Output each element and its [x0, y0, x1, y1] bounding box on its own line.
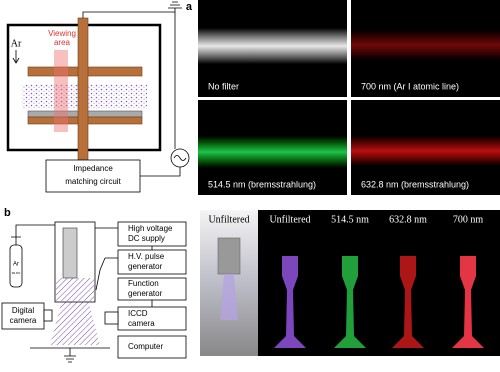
viewing-label: area: [54, 38, 71, 47]
camera-lens: [104, 311, 119, 325]
instrument-box: [117, 249, 187, 275]
nozzle: [217, 237, 241, 275]
instrument-label: camera: [128, 319, 155, 328]
instrument-label: generator: [128, 262, 163, 271]
ac-symbol: [173, 155, 187, 161]
circuit-label: Impedance: [73, 164, 113, 173]
panel-label: a: [186, 1, 193, 13]
photo-label: Unfiltered: [269, 214, 310, 225]
camera-label: Digital: [12, 306, 34, 315]
plume-photo: [220, 274, 238, 320]
plume-photo: [274, 256, 306, 348]
plume: [50, 300, 100, 345]
photo-label: 514.5 nm (bremsstrahlung): [208, 179, 316, 189]
instrument-label: Function: [128, 279, 159, 288]
plume-photo: [334, 256, 366, 348]
plume-photo: [392, 256, 424, 348]
instrument-label: High voltage: [128, 224, 173, 233]
glow: [198, 136, 347, 168]
rod: [77, 17, 89, 161]
gas-line: [11, 224, 65, 245]
camera-label: camera: [10, 316, 37, 325]
ground: [82, 1, 182, 18]
circuit-box: [45, 159, 141, 193]
purity-label: 99.9%: [12, 271, 21, 275]
glow: [351, 30, 500, 60]
photo-label: 514.5 nm: [331, 214, 369, 225]
tube-plasma: [56, 278, 94, 301]
electrode: [62, 227, 78, 279]
instrument-label: ICCD: [128, 309, 148, 318]
camera-lens: [43, 309, 53, 322]
wire: [95, 227, 153, 307]
wire: [140, 167, 181, 177]
glow: [351, 136, 500, 166]
instrument-box: [117, 221, 187, 247]
plume-photo: [452, 256, 484, 348]
instrument-label: DC supply: [128, 234, 165, 243]
photo: [258, 210, 500, 356]
photo-label: 700 nm: [453, 214, 484, 225]
instrument-box: [117, 277, 187, 301]
instrument-label: generator: [128, 289, 163, 298]
arrow: [12, 50, 20, 64]
viewing-label: Viewing: [48, 29, 76, 38]
panel-label: b: [4, 207, 11, 219]
instrument-label: Computer: [128, 342, 163, 351]
gas-label: Ar: [11, 38, 22, 49]
instrument-label: H.V. pulse: [128, 252, 165, 261]
circuit-label: matching circuit: [65, 177, 121, 186]
gas-label: Ar: [13, 262, 19, 268]
photo-label: 700 nm (Ar I atomic line): [361, 81, 459, 91]
photo-label: Unfiltered: [208, 214, 249, 225]
photo-label: 632.8 nm: [389, 214, 427, 225]
photo-label: No filter: [208, 81, 239, 91]
glow: [198, 28, 347, 64]
photo-label: 632.8 nm (bremsstrahlung): [361, 179, 469, 189]
viewing-area: [54, 50, 68, 132]
ground-plate: [30, 347, 110, 363]
instrument-box: [117, 335, 187, 359]
